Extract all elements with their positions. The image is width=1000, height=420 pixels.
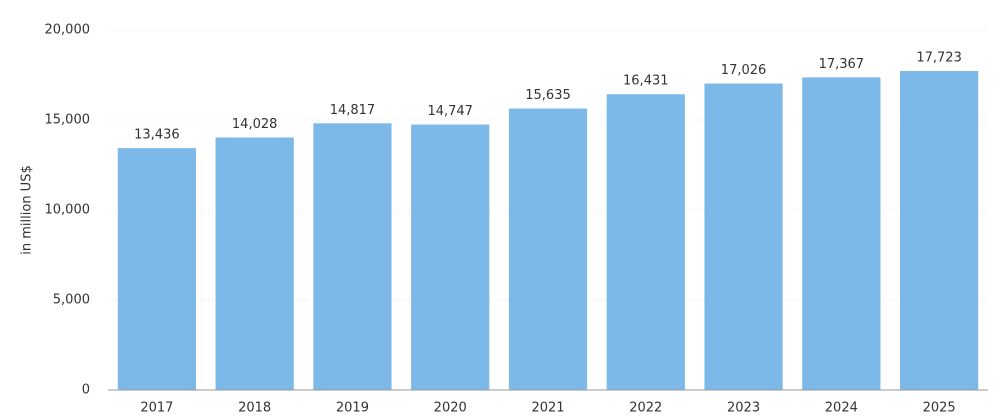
- value-label: 14,028: [232, 117, 278, 132]
- bar: [802, 77, 881, 391]
- y-tick-label: 20,000: [45, 23, 91, 38]
- y-tick-label: 15,000: [45, 113, 91, 128]
- y-tick-label: 10,000: [45, 203, 91, 218]
- bar: [117, 148, 196, 390]
- x-tick-label: 2017: [140, 401, 173, 416]
- value-label: 15,635: [525, 88, 571, 103]
- value-label: 16,431: [623, 74, 669, 89]
- x-tick-label: 2024: [825, 401, 858, 416]
- bar: [215, 137, 294, 390]
- bar: [606, 94, 685, 390]
- x-tick-label: 2021: [531, 401, 564, 416]
- value-label: 17,723: [916, 50, 962, 65]
- value-label: 14,747: [427, 104, 473, 119]
- bar: [900, 70, 979, 391]
- bar: [508, 108, 588, 390]
- x-tick-label: 2025: [923, 401, 956, 416]
- y-axis-label: in million US$: [20, 165, 35, 254]
- y-tick-label: 5,000: [53, 293, 90, 308]
- x-tick-label: 2023: [727, 401, 760, 416]
- bar: [313, 123, 392, 390]
- bar: [704, 83, 783, 391]
- value-label: 17,026: [721, 63, 767, 78]
- value-label: 14,817: [330, 103, 376, 118]
- x-tick-label: 2020: [434, 401, 467, 416]
- x-tick-label: 2022: [629, 401, 662, 416]
- x-tick-label: 2018: [238, 401, 271, 416]
- x-tick-label: 2019: [336, 401, 369, 416]
- value-label: 17,367: [819, 57, 865, 72]
- value-label: 13,436: [134, 128, 180, 143]
- y-tick-label: 0: [82, 383, 90, 398]
- bar: [411, 124, 490, 390]
